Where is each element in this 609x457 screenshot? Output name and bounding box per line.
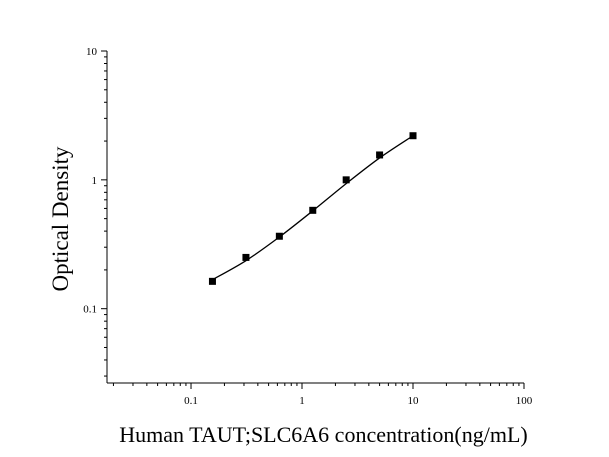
data-point <box>342 176 350 184</box>
x-tick-label: 1 <box>299 395 305 407</box>
axes <box>101 50 525 389</box>
label-layer: 0.1 1 10 100 0.1 1 10 Human TAUT;SLC6A6 concent… <box>48 46 533 447</box>
data-point <box>275 232 283 240</box>
data-point <box>376 151 384 159</box>
x-axis-title: Human TAUT;SLC6A6 concentration(ng/mL) <box>119 422 527 447</box>
y-tick-label: 0.1 <box>83 304 97 316</box>
data-point <box>409 132 417 140</box>
y-axis-title: Optical Density <box>48 146 73 291</box>
data-point <box>242 253 250 261</box>
y-tick-label: 1 <box>92 175 98 187</box>
x-tick-label: 10 <box>408 395 420 407</box>
data-point <box>309 206 317 214</box>
y-tick-label: 10 <box>86 46 98 58</box>
data-point <box>208 277 216 285</box>
x-tick-label: 0.1 <box>184 395 198 407</box>
x-tick-label: 100 <box>516 395 533 407</box>
marker-layer <box>208 132 417 285</box>
